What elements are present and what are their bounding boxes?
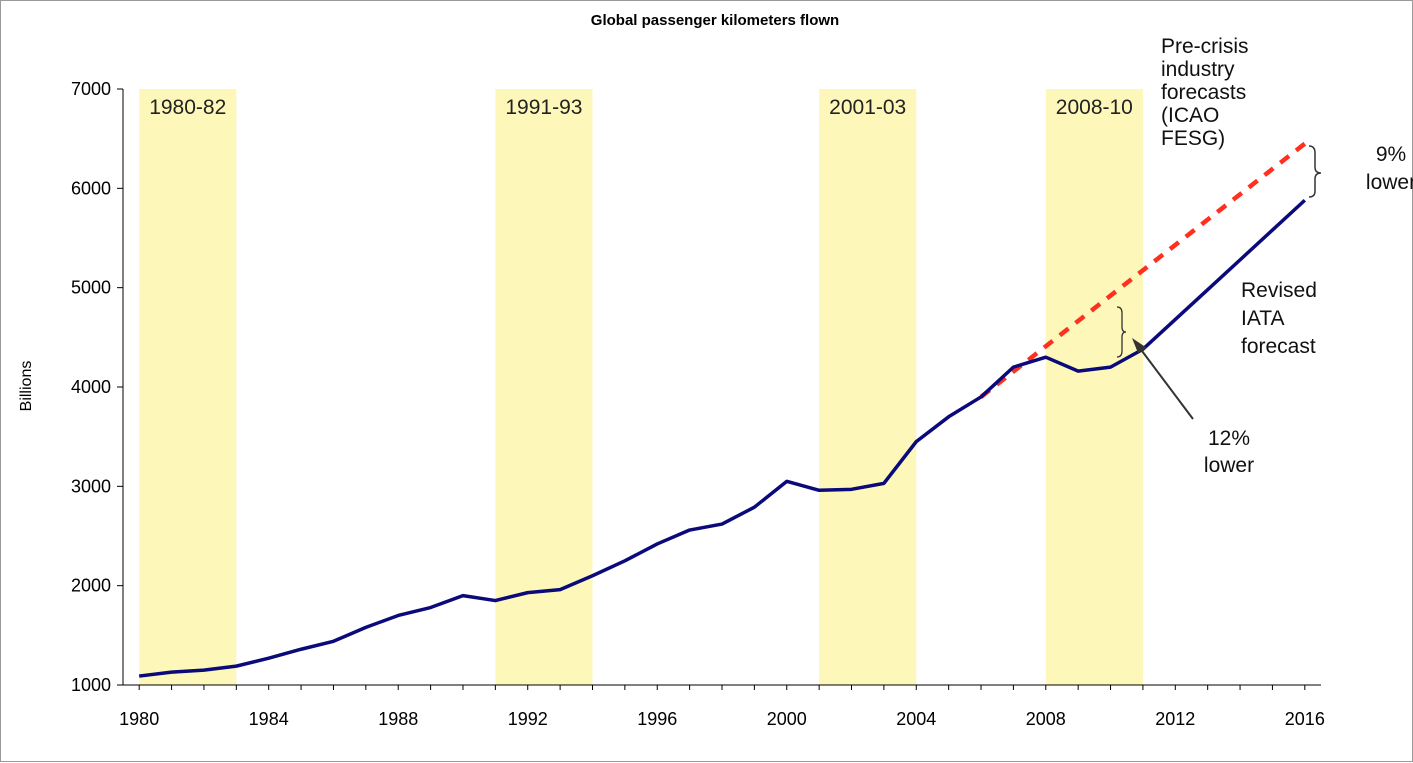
annotation-line: (ICAO	[1161, 104, 1219, 127]
y-tick-label: 7000	[71, 79, 111, 99]
passenger-km-line	[138, 198, 1306, 678]
x-tick-label: 2016	[1285, 709, 1325, 729]
shaded-period-label: 2001-03	[829, 96, 906, 119]
annotation-line: forecast	[1241, 335, 1316, 358]
y-tick-label: 1000	[71, 675, 111, 695]
arrow-12pct-head	[1132, 338, 1147, 353]
y-tick-label: 2000	[71, 576, 111, 596]
shaded-period-band	[1045, 89, 1143, 685]
x-tick-label: 1988	[378, 709, 418, 729]
shaded-period-band	[819, 89, 917, 685]
annotation-line: 12%	[1208, 427, 1250, 450]
annotation-line: lower	[1204, 454, 1254, 477]
x-tick-label: 2008	[1026, 709, 1066, 729]
x-tick-label: 2000	[767, 709, 807, 729]
shaded-period-label: 2008-10	[1056, 96, 1133, 119]
series-lines	[138, 141, 1307, 678]
x-tick-label: 1992	[508, 709, 548, 729]
axes: 1000 2000 3000 4000 5000 6000 7000 1980 1984 1988…	[71, 79, 1325, 729]
annotation-9pct-lower: 9% lower	[1366, 143, 1413, 194]
annotation-line: IATA	[1241, 307, 1285, 330]
x-tick-label: 2012	[1155, 709, 1195, 729]
annotation-line: FESG)	[1161, 127, 1225, 150]
shaded-periods: 1980-82 1991-93 2001-03 2008-10	[139, 89, 1143, 685]
precrisis-forecast-line	[979, 141, 1307, 399]
y-tick-label: 4000	[71, 377, 111, 397]
y-tick-label: 6000	[71, 178, 111, 198]
annotation-line: industry	[1161, 58, 1235, 81]
x-tick-label: 1996	[637, 709, 677, 729]
annotation-line: forecasts	[1161, 81, 1246, 104]
annotation-line: Pre-crisis	[1161, 35, 1249, 58]
annotation-line: lower	[1366, 171, 1413, 194]
shaded-period-band	[495, 89, 593, 685]
annotation-12pct-lower: 12% lower	[1204, 427, 1254, 477]
annotation-line: Revised	[1241, 279, 1317, 302]
annotation-line: 9%	[1376, 143, 1406, 166]
annotation-precrisis-forecast: Pre-crisis industry forecasts (ICAO FESG)	[1161, 35, 1249, 150]
x-tick-label: 1984	[249, 709, 289, 729]
brace-9pct	[1308, 145, 1322, 198]
annotations: Pre-crisis industry forecasts (ICAO FESG) 9% l…	[1116, 35, 1413, 477]
chart-title: Global passenger kilometers flown	[591, 12, 839, 29]
y-tick-label: 5000	[71, 278, 111, 298]
y-axis-label: Billions	[18, 361, 35, 412]
brace-12pct	[1116, 306, 1127, 358]
x-tick-label: 1980	[119, 709, 159, 729]
annotation-revised-iata-forecast: Revised IATA forecast	[1241, 279, 1317, 358]
shaded-period-band	[139, 89, 237, 685]
x-tick-label: 2004	[896, 709, 936, 729]
arrow-12pct-line	[1138, 346, 1194, 420]
shaded-period-label: 1980-82	[149, 96, 226, 119]
shaded-period-label: 1991-93	[505, 96, 582, 119]
y-tick-label: 3000	[71, 476, 111, 496]
